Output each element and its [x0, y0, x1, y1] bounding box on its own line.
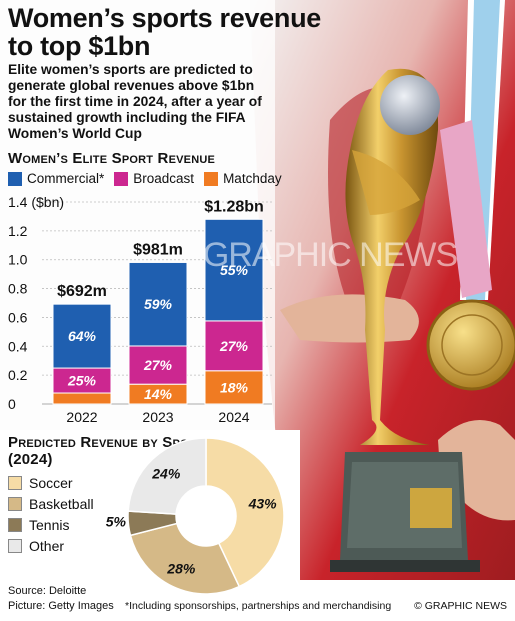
- pie-swatch-other: [8, 538, 22, 553]
- y-tick-label: 0.4: [8, 338, 28, 354]
- headline: Women’s sports revenue to top $1bn: [8, 3, 321, 61]
- pie-legend-basketball: Basketball: [8, 493, 94, 514]
- pie-legend-soccer: Soccer: [8, 472, 94, 493]
- pie-legend-label-basketball: Basketball: [29, 495, 94, 512]
- bar-legend: Commercial* Broadcast Matchday: [8, 171, 282, 186]
- donut-slice-label: 28%: [166, 560, 196, 576]
- bar-percent-label: 59%: [144, 296, 173, 312]
- x-category-label: 2023: [142, 409, 173, 425]
- sport-donut-chart: 43% 28% 5% 24%: [106, 437, 285, 595]
- bar-total-label: $1.28bn: [204, 198, 264, 215]
- legend-swatch-broadcast: [114, 171, 129, 186]
- donut-slice: [127, 437, 207, 515]
- y-tick-label: 1.2: [8, 223, 28, 239]
- x-category-label: 2022: [66, 409, 97, 425]
- bar-total-label: $981m: [133, 241, 183, 258]
- pie-legend-label-soccer: Soccer: [29, 474, 73, 491]
- pie-chart-title: Predicted Revenue by Sport (2024): [8, 434, 204, 468]
- legend-swatch-commercial: [8, 171, 22, 186]
- bar-percent-label: 55%: [220, 262, 249, 278]
- y-tick-label: 0.2: [8, 367, 28, 383]
- bar-segment: [52, 392, 112, 405]
- pie-legend-label-tennis: Tennis: [29, 516, 70, 533]
- source-text: Source: Deloitte: [8, 585, 87, 597]
- donut-slice: [129, 522, 241, 595]
- revenue-bar-chart: 0 0.2 0.4 0.6 0.8 1.0 1.2 1.4 ($bn) 25% 64% $692m 2…: [8, 194, 272, 425]
- pie-legend-other: Other: [8, 535, 94, 556]
- legend-commercial: Commercial*: [8, 171, 104, 186]
- y-tick-label: 0.8: [8, 281, 28, 297]
- legend-swatch-matchday: [204, 171, 219, 186]
- bar-segment: [204, 320, 264, 372]
- legend-label-commercial: Commercial*: [27, 171, 105, 186]
- picture-credit: Picture: Getty Images: [8, 600, 114, 612]
- bar-percent-label: 27%: [219, 338, 249, 354]
- donut-slice-label: 24%: [151, 466, 181, 482]
- intro-text: Elite women’s sports are predicted to ge…: [8, 62, 262, 141]
- bar-segment: [204, 218, 264, 322]
- bar-segment: [128, 261, 188, 347]
- legend-matchday: Matchday: [204, 171, 282, 186]
- legend-label-matchday: Matchday: [223, 171, 282, 186]
- pie-swatch-tennis: [8, 517, 22, 532]
- y-tick-label: 0: [8, 396, 16, 412]
- x-category-label: 2024: [218, 409, 249, 425]
- bar-percent-label: 25%: [67, 373, 97, 389]
- y-tick-label: 0.6: [8, 309, 28, 325]
- bar-percent-label: 64%: [68, 328, 97, 344]
- donut-slice-label: 5%: [106, 513, 127, 529]
- bar-segment: [204, 370, 264, 405]
- donut-slice: [205, 437, 285, 588]
- y-tick-label: 1.0: [8, 252, 28, 268]
- bar-chart-title: Women’s Elite Sport Revenue: [8, 150, 216, 167]
- pie-legend-tennis: Tennis: [8, 514, 94, 535]
- pie-legend: Soccer Basketball Tennis Other: [8, 472, 94, 556]
- bar-percent-label: 27%: [143, 357, 173, 373]
- copyright: © GRAPHIC NEWS: [414, 600, 507, 612]
- footnote: *Including sponsorships, partnerships an…: [125, 600, 392, 612]
- bar-percent-label: 14%: [144, 386, 173, 402]
- bar-total-label: $692m: [57, 283, 107, 300]
- y-tick-label: 1.4 ($bn): [8, 194, 64, 210]
- bar-segment: [52, 367, 112, 394]
- donut-slice-label: 43%: [248, 495, 278, 511]
- bar-percent-label: 18%: [220, 379, 249, 395]
- pie-swatch-soccer: [8, 475, 22, 490]
- pie-legend-label-other: Other: [29, 537, 65, 554]
- pie-swatch-basketball: [8, 496, 22, 511]
- bar-segment: [52, 303, 112, 369]
- legend-label-broadcast: Broadcast: [133, 171, 195, 186]
- bar-segment: [128, 345, 188, 385]
- legend-broadcast: Broadcast: [114, 171, 194, 186]
